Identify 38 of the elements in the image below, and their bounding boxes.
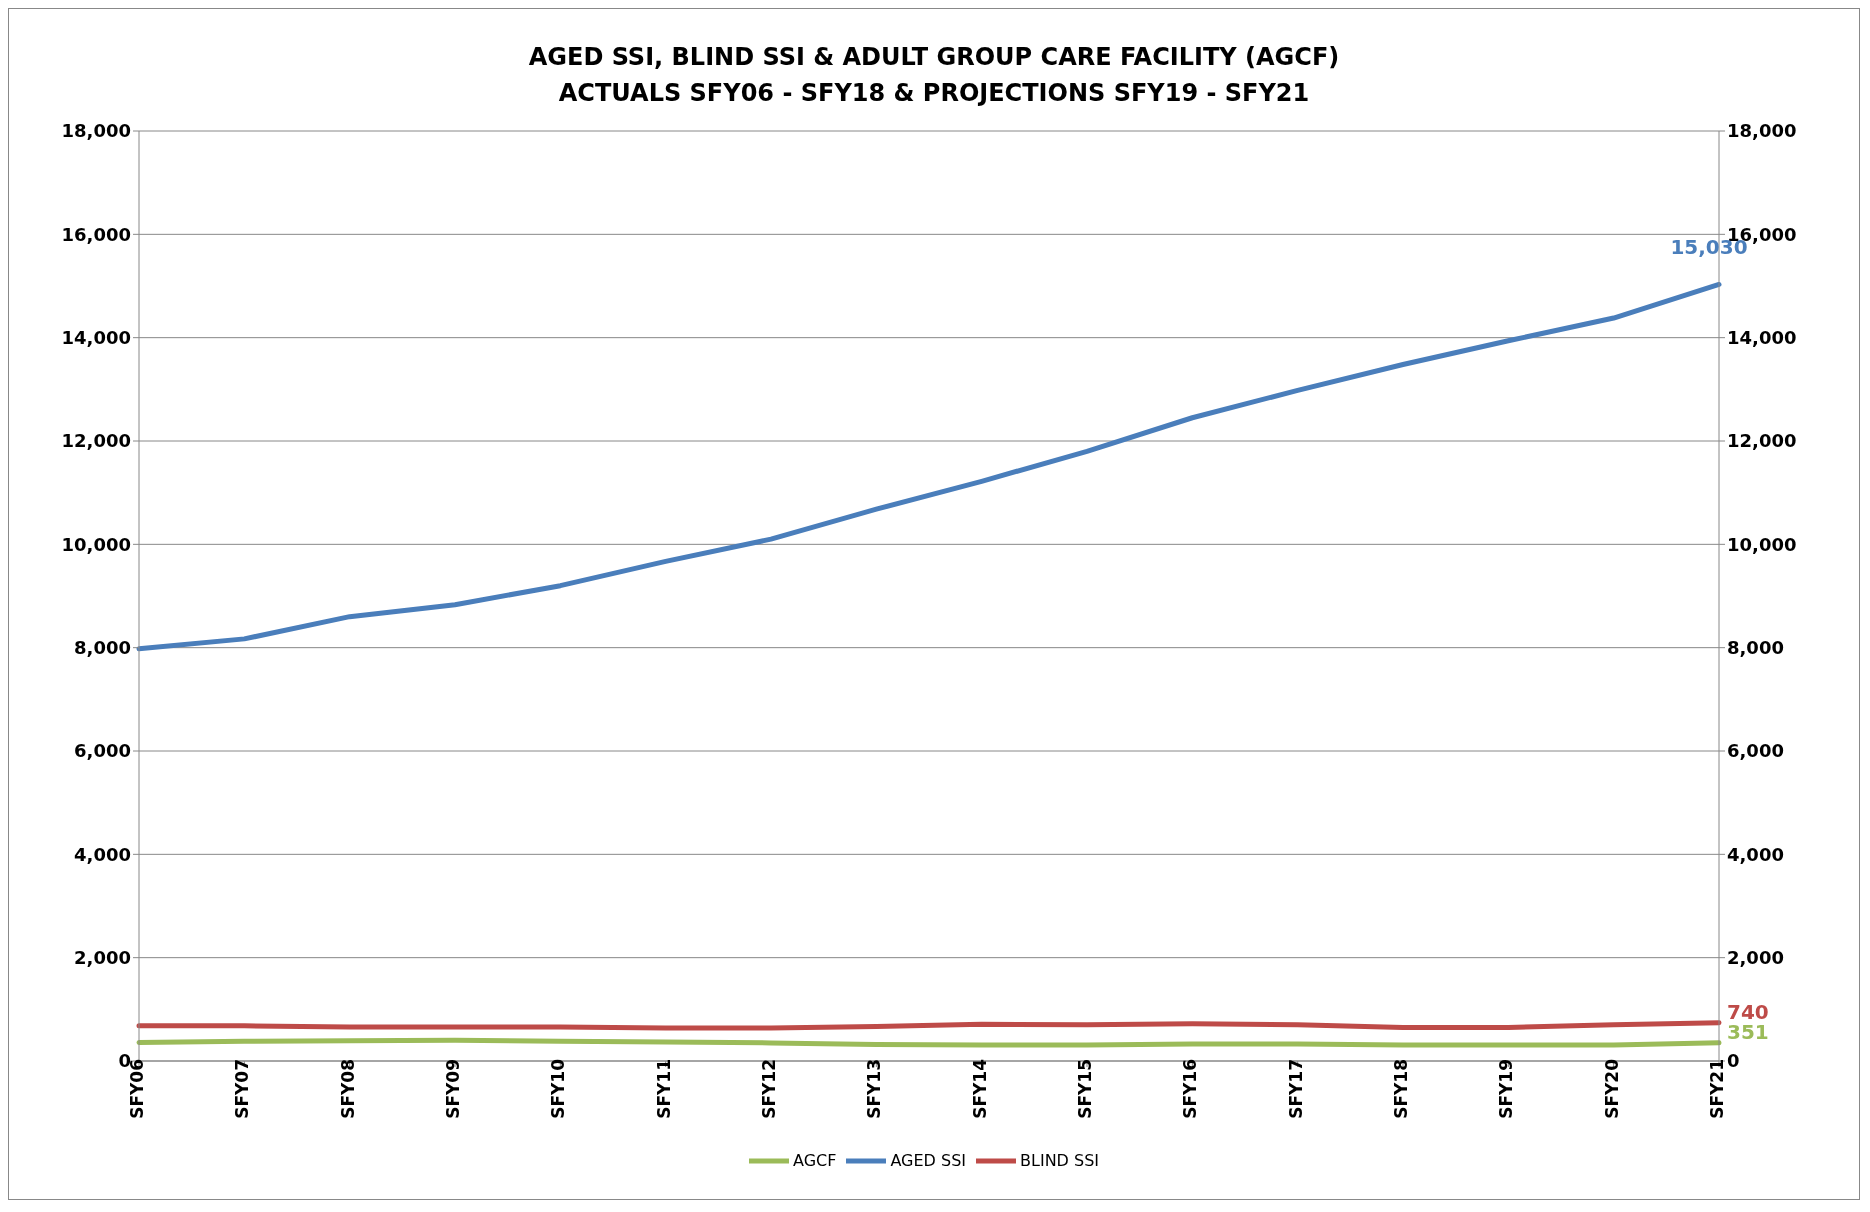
x-tick-label: SFY09 bbox=[443, 1059, 464, 1119]
legend-label: AGCF bbox=[792, 1150, 837, 1170]
x-tick-label: SFY11 bbox=[653, 1059, 674, 1119]
y-tick-label: 4,000 bbox=[74, 843, 131, 865]
chart-title: AGED SSI, BLIND SSI & ADULT GROUP CARE FACILITY (AGCF) bbox=[527, 42, 1341, 73]
y2-tick-label: 8,000 bbox=[1727, 637, 1784, 659]
y2-tick-label: 10,000 bbox=[1727, 533, 1797, 555]
y2-tick-label: 0 bbox=[1727, 1050, 1740, 1072]
y-tick-label: 14,000 bbox=[61, 327, 131, 349]
x-tick-label: SFY07 bbox=[232, 1059, 253, 1119]
x-tick-label: SFY08 bbox=[337, 1059, 358, 1119]
y-tick-label: 6,000 bbox=[74, 740, 131, 762]
x-tick-label: SFY12 bbox=[759, 1059, 780, 1119]
y-tick-label: 2,000 bbox=[74, 947, 131, 969]
y-tick-label: 16,000 bbox=[61, 223, 131, 245]
y2-tick-label: 4,000 bbox=[1727, 843, 1784, 865]
y2-tick-label: 12,000 bbox=[1727, 430, 1797, 452]
y2-tick-label: 14,000 bbox=[1727, 327, 1797, 349]
x-tick-label: SFY21 bbox=[1707, 1059, 1728, 1119]
y-tick-label: 18,000 bbox=[61, 120, 131, 142]
y2-tick-label: 18,000 bbox=[1727, 120, 1797, 142]
legend-label: BLIND SSI bbox=[1020, 1150, 1100, 1170]
y2-tick-label: 2,000 bbox=[1727, 947, 1784, 969]
x-tick-label: SFY18 bbox=[1391, 1059, 1412, 1119]
y2-tick-label: 6,000 bbox=[1727, 740, 1784, 762]
legend-label: AGED SSI bbox=[890, 1150, 967, 1170]
chart-subtitle: ACTUALS SFY06 - SFY18 & PROJECTIONS SFY19 - SFY21 bbox=[557, 78, 1311, 109]
x-tick-label: SFY16 bbox=[1180, 1059, 1201, 1119]
y-tick-label: 8,000 bbox=[74, 637, 131, 659]
y-tick-label: 12,000 bbox=[61, 430, 131, 452]
y-tick-label: 10,000 bbox=[61, 533, 131, 555]
x-tick-label: SFY14 bbox=[969, 1058, 990, 1119]
x-tick-label: SFY15 bbox=[1075, 1059, 1096, 1119]
x-tick-label: SFY10 bbox=[548, 1058, 569, 1119]
x-tick-label: SFY19 bbox=[1496, 1059, 1517, 1119]
x-tick-label: SFY20 bbox=[1601, 1058, 1622, 1119]
x-tick-label: SFY17 bbox=[1285, 1059, 1306, 1119]
x-tick-label: SFY13 bbox=[864, 1059, 885, 1119]
